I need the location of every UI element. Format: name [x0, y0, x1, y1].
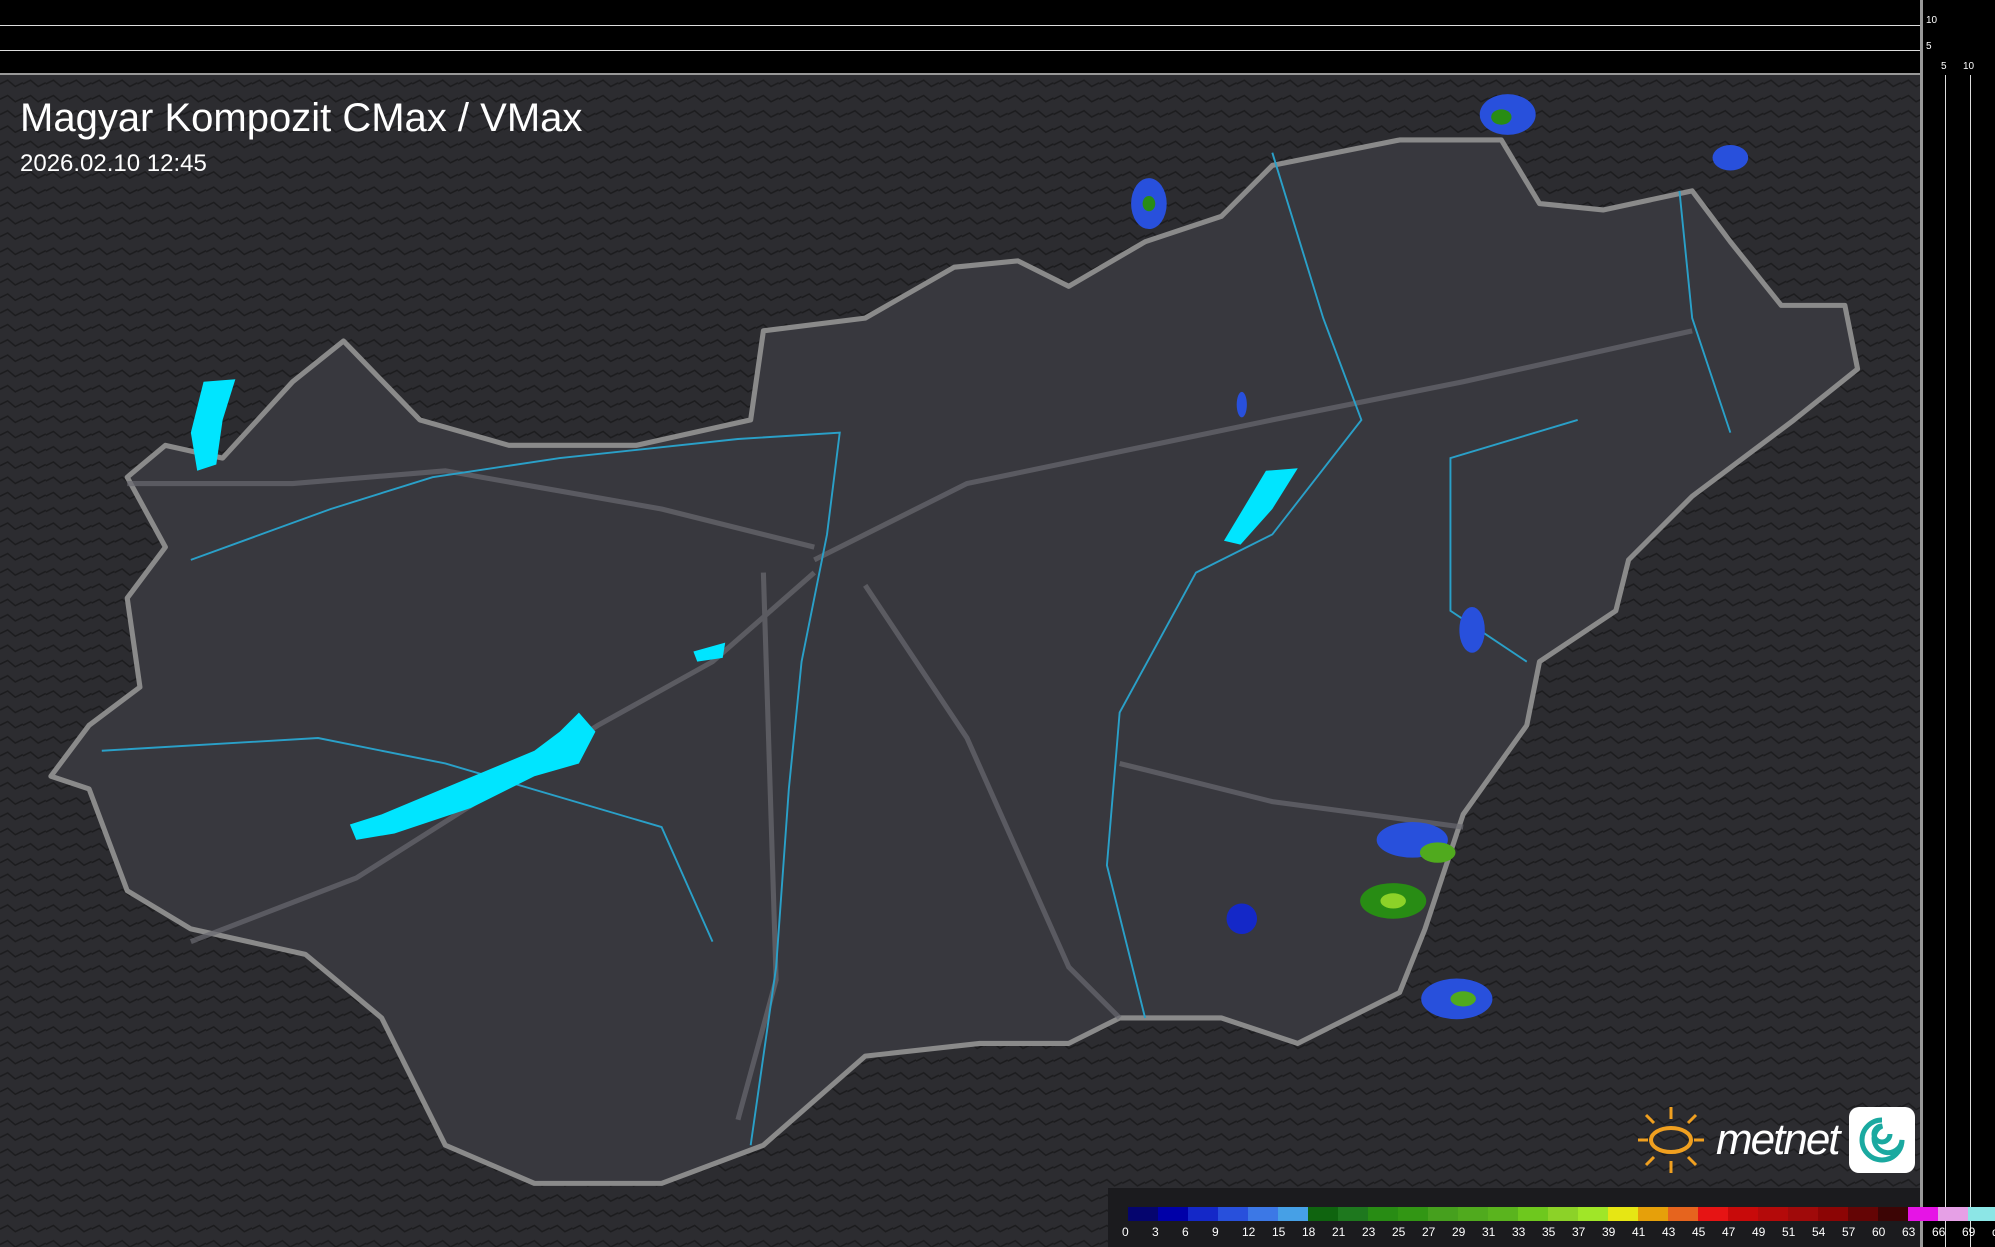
legend-swatch — [1398, 1207, 1428, 1221]
legend-swatch — [1308, 1207, 1338, 1221]
sun-icon — [1638, 1107, 1704, 1173]
roads — [127, 328, 1693, 1121]
legend-swatch — [1938, 1207, 1968, 1221]
legend-label: 15 — [1272, 1225, 1286, 1239]
gridline-5 — [0, 50, 1920, 51]
right-tick-5: 5 — [1941, 61, 1947, 72]
vertical-profile-top — [0, 0, 1920, 75]
legend-swatch — [1968, 1207, 1995, 1221]
legend-label: 39 — [1602, 1225, 1616, 1239]
legend-label: 31 — [1482, 1225, 1496, 1239]
legend-label: 57 — [1842, 1225, 1856, 1239]
legend-color-bar — [1128, 1207, 1995, 1221]
legend-label: 0 — [1122, 1225, 1129, 1239]
top-tick-5: 5 — [1926, 41, 1932, 52]
legend-swatch — [1608, 1207, 1638, 1221]
legend-label: 23 — [1362, 1225, 1376, 1239]
top-tick-10: 10 — [1926, 15, 1938, 26]
legend-label: 12 — [1242, 1225, 1256, 1239]
lake-ferto — [190, 379, 236, 471]
legend-swatch — [1848, 1207, 1878, 1221]
legend-label: 3 — [1152, 1225, 1159, 1239]
gridline-10 — [1970, 75, 1971, 1247]
legend-swatch — [1548, 1207, 1578, 1221]
legend-labels: 0 3 6 9 12 15 18 21 23 25 27 29 31 33 35 37 39 41 43 45 47 49… — [1122, 1225, 1995, 1239]
legend-label: 63 — [1902, 1225, 1916, 1239]
legend-swatch — [1818, 1207, 1848, 1221]
legend-swatch — [1368, 1207, 1398, 1221]
legend-label: 37 — [1572, 1225, 1586, 1239]
vertical-profile-right: 10 5 5 10 — [1920, 0, 1995, 1247]
right-tick-10: 10 — [1963, 61, 1975, 72]
gridline-5 — [1945, 75, 1946, 1247]
legend-label: 35 — [1542, 1225, 1556, 1239]
legend-unit: dBZ — [1992, 1225, 1995, 1239]
metnet-logo: metnet — [1636, 1105, 1915, 1175]
legend-label: 33 — [1512, 1225, 1526, 1239]
legend-swatch — [1428, 1207, 1458, 1221]
legend-label: 43 — [1662, 1225, 1676, 1239]
legend-swatch — [1158, 1207, 1188, 1221]
legend-label: 9 — [1212, 1225, 1219, 1239]
legend-label: 25 — [1392, 1225, 1406, 1239]
legend-swatch — [1728, 1207, 1758, 1221]
legend-label: 54 — [1812, 1225, 1826, 1239]
legend-label: 51 — [1782, 1225, 1796, 1239]
legend-label: 45 — [1692, 1225, 1706, 1239]
legend-swatch — [1638, 1207, 1668, 1221]
legend-swatch — [1278, 1207, 1308, 1221]
legend-swatch — [1488, 1207, 1518, 1221]
legend-label: 6 — [1182, 1225, 1189, 1239]
lake-tisza — [1223, 468, 1298, 545]
brand-name: metnet — [1716, 1115, 1841, 1164]
legend-swatch — [1248, 1207, 1278, 1221]
lake-balaton — [349, 712, 596, 840]
legend-swatch — [1908, 1207, 1938, 1221]
rivers — [101, 152, 1732, 1146]
legend-swatch — [1698, 1207, 1728, 1221]
legend-swatch — [1458, 1207, 1488, 1221]
hungary-country-shape — [48, 137, 1861, 1186]
legend-label: 27 — [1422, 1225, 1436, 1239]
swirl-icon — [1848, 1107, 1915, 1173]
legend-swatch — [1338, 1207, 1368, 1221]
legend-label: 21 — [1332, 1225, 1346, 1239]
dbz-color-legend: 0 3 6 9 12 15 18 21 23 25 27 29 31 33 35 37 39 41 43 45 47 49… — [1108, 1188, 1995, 1247]
legend-swatch — [1518, 1207, 1548, 1221]
legend-label: 69 — [1962, 1225, 1976, 1239]
legend-label: 60 — [1872, 1225, 1886, 1239]
map-title: Magyar Kompozit CMax / VMax — [20, 96, 583, 140]
legend-label: 47 — [1722, 1225, 1736, 1239]
lake-velence — [693, 642, 726, 662]
gridline-10 — [0, 25, 1920, 26]
map-timestamp: 2026.02.10 12:45 — [20, 150, 207, 177]
legend-swatch — [1668, 1207, 1698, 1221]
legend-swatch — [1788, 1207, 1818, 1221]
legend-label: 49 — [1752, 1225, 1766, 1239]
legend-label: 41 — [1632, 1225, 1646, 1239]
legend-swatch — [1758, 1207, 1788, 1221]
legend-swatch — [1128, 1207, 1158, 1221]
legend-swatch — [1878, 1207, 1908, 1221]
legend-label: 18 — [1302, 1225, 1316, 1239]
legend-label: 66 — [1932, 1225, 1946, 1239]
legend-swatch — [1578, 1207, 1608, 1221]
legend-label: 29 — [1452, 1225, 1466, 1239]
legend-swatch — [1188, 1207, 1218, 1221]
legend-swatch — [1218, 1207, 1248, 1221]
lakes — [190, 379, 1298, 840]
